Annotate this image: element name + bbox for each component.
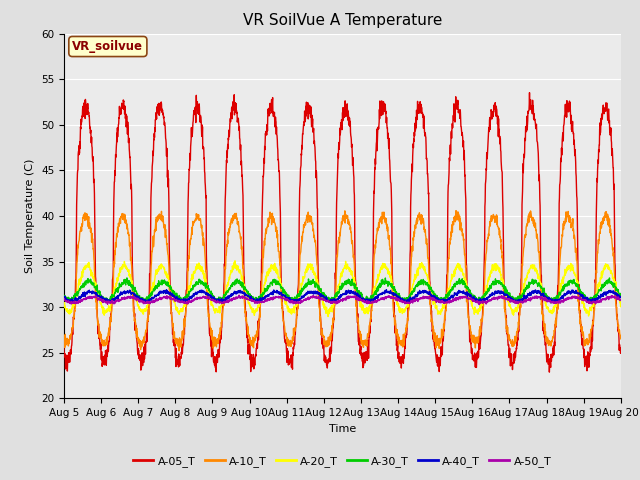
X-axis label: Time: Time [329, 424, 356, 433]
Text: VR_soilvue: VR_soilvue [72, 40, 143, 53]
Y-axis label: Soil Temperature (C): Soil Temperature (C) [26, 159, 35, 273]
Title: VR SoilVue A Temperature: VR SoilVue A Temperature [243, 13, 442, 28]
Legend: A-05_T, A-10_T, A-20_T, A-30_T, A-40_T, A-50_T: A-05_T, A-10_T, A-20_T, A-30_T, A-40_T, … [129, 451, 556, 471]
